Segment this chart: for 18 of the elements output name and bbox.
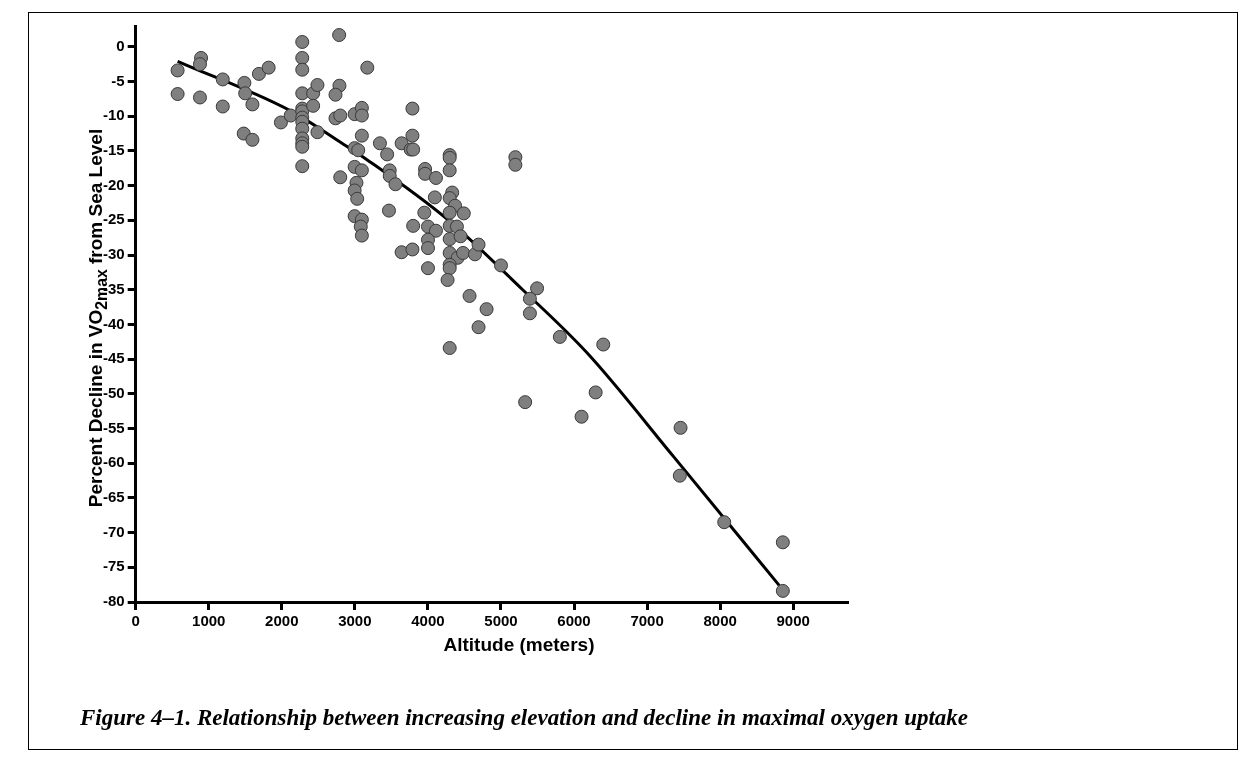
y-tick-label: -10 — [102, 106, 125, 124]
caption: Figure 4–1. Relationship between increasing elevation and decline in maximal oxygen uptake — [80, 705, 969, 731]
x-axis-title: Altitude (meters) — [443, 634, 595, 656]
x-tick-label: 8000 — [703, 612, 737, 630]
y-tick-label: -75 — [102, 557, 125, 575]
y-tick-label: -80 — [102, 592, 125, 610]
x-tick-label: 3000 — [338, 612, 372, 630]
x-tick-label: 9000 — [776, 612, 810, 630]
x-tick-label: 4000 — [411, 612, 445, 630]
x-tick-label: 1000 — [192, 612, 226, 630]
y-tick-label: -5 — [111, 71, 125, 89]
x-tick-label: 0 — [131, 612, 140, 630]
x-tick-label: 7000 — [630, 612, 664, 630]
x-tick-label: 5000 — [484, 612, 518, 630]
x-tick-label: 6000 — [557, 612, 591, 630]
x-tick-label: 2000 — [265, 612, 299, 630]
y-tick-label: -70 — [102, 522, 125, 540]
y-tick-label: 0 — [116, 36, 125, 54]
